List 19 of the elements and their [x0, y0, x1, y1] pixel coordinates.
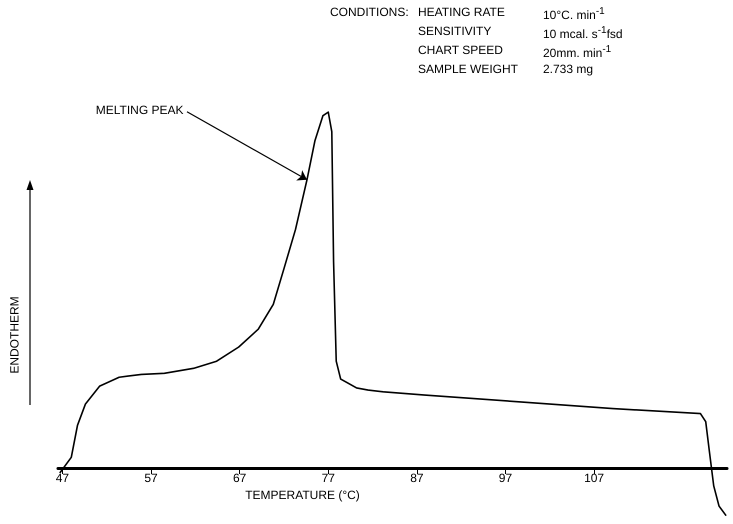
x-tick-label: 107	[584, 471, 604, 485]
x-tick-label: 77	[322, 471, 336, 485]
text: SENSITIVITY	[418, 23, 492, 40]
x-tick-label: 47	[56, 471, 70, 485]
x-tick-label: 87	[410, 471, 424, 485]
text: 20mm. min$^{-1}$	[543, 43, 612, 61]
text: 10 mcal. s$^{-1}$fsd	[543, 24, 623, 42]
x-axis-title: TEMPERATURE (°C)	[245, 488, 360, 502]
x-tick-label: 67	[232, 471, 247, 485]
text: 10°C. min$^{-1}$	[543, 5, 606, 23]
text: CONDITIONS:	[330, 5, 409, 19]
text: CHART SPEED	[418, 42, 504, 59]
text: 2.733 mg	[543, 61, 594, 77]
annotation: MELTING PEAK	[96, 102, 184, 117]
text: HEATING RATE	[418, 4, 506, 21]
x-tick-label: 57	[144, 471, 158, 485]
x-tick-label: 97	[498, 471, 512, 485]
text: SAMPLE WEIGHT	[418, 61, 520, 77]
y-axis-title: ENDOTHERM	[8, 296, 22, 374]
